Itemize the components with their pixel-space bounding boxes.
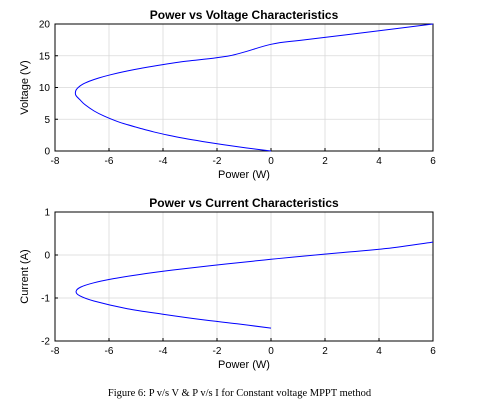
- grid-lines: [54, 23, 434, 152]
- y-tick-label: 15: [39, 51, 51, 62]
- series-line: [75, 241, 434, 329]
- x-tick-label: -2: [213, 346, 222, 357]
- x-tick-label: 6: [430, 346, 436, 357]
- y-tick-label: 0: [44, 251, 50, 262]
- x-tick-label: 0: [268, 156, 274, 167]
- x-tick-label: -8: [51, 346, 60, 357]
- x-ticks: -8 -6 -4 -2 0 2 4 6: [51, 338, 436, 357]
- x-tick-label: 4: [376, 346, 382, 357]
- x-tick-label: 6: [430, 156, 436, 167]
- y-tick-label: -2: [41, 337, 50, 348]
- power-vs-voltage-plot: -8 -6 -4 -2 0 2 4 6 0 5 10 15 20 Power vs Voltage C…: [19, 8, 436, 181]
- plot-area: [54, 211, 434, 342]
- chart-title: Power vs Voltage Characteristics: [150, 8, 339, 22]
- power-vs-current-plot: -8 -6 -4 -2 0 2 4 6 -2 -1 0 1 Power vs Current Cha…: [19, 196, 436, 371]
- x-axis-label: Power (W): [218, 169, 270, 181]
- x-tick-label: -6: [105, 156, 114, 167]
- x-tick-label: 4: [376, 156, 382, 167]
- grid-lines: [54, 211, 434, 342]
- y-axis-label: Voltage (V): [19, 60, 31, 114]
- y-ticks: -2 -1 0 1: [41, 208, 58, 348]
- y-tick-label: -1: [41, 294, 50, 305]
- y-axis-label: Current (A): [19, 249, 31, 303]
- y-tick-label: 0: [44, 147, 50, 158]
- y-ticks: 0 5 10 15 20: [39, 20, 58, 158]
- x-tick-label: 0: [268, 346, 274, 357]
- y-tick-label: 10: [39, 83, 51, 94]
- x-tick-label: -8: [51, 156, 60, 167]
- chart-title: Power vs Current Characteristics: [149, 196, 339, 210]
- series-line: [74, 23, 434, 152]
- x-tick-label: -6: [105, 346, 114, 357]
- x-axis-label: Power (W): [218, 359, 270, 371]
- x-tick-label: -4: [159, 156, 168, 167]
- y-tick-label: 1: [44, 208, 50, 219]
- x-tick-label: 2: [322, 346, 328, 357]
- y-tick-label: 5: [44, 115, 50, 126]
- x-tick-label: -2: [213, 156, 222, 167]
- x-ticks: -8 -6 -4 -2 0 2 4 6: [51, 148, 436, 167]
- y-tick-label: 20: [39, 20, 51, 31]
- x-tick-label: 2: [322, 156, 328, 167]
- figure-caption: Figure 6: P v/s V & P v/s I for Constant…: [107, 388, 372, 399]
- x-tick-label: -4: [159, 346, 168, 357]
